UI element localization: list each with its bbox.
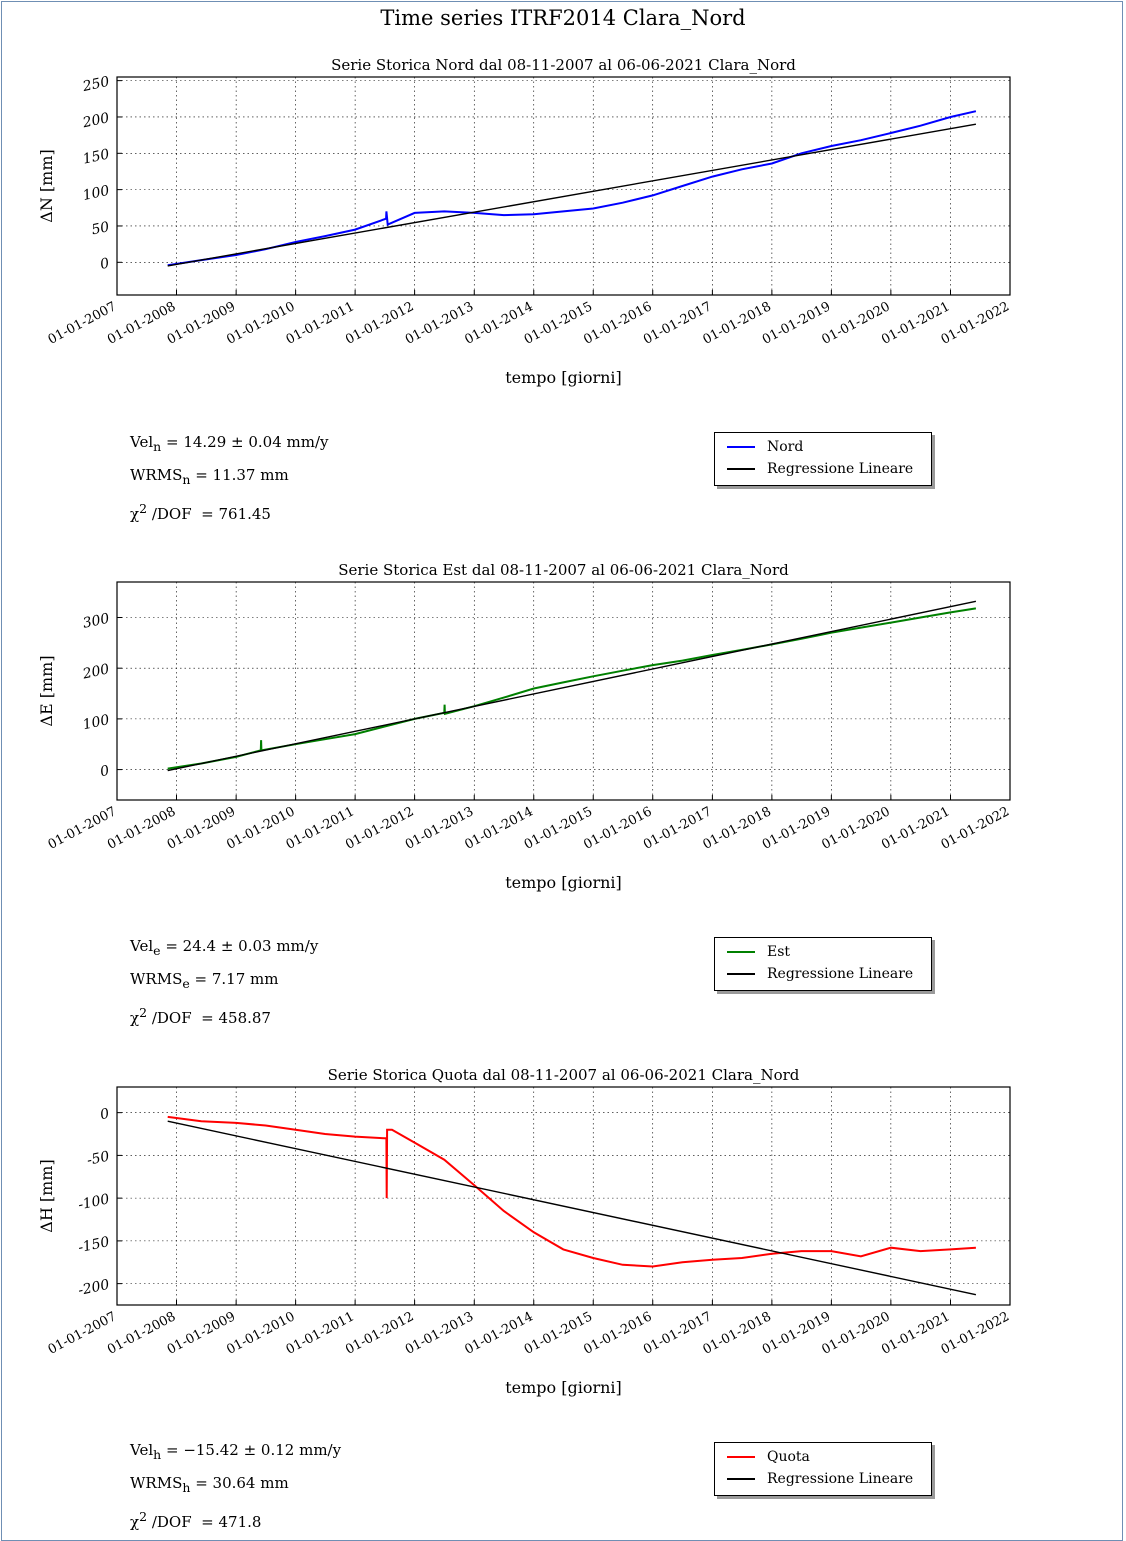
stats-nord: Veln = 14.29 ± 0.04 mm/y WRMSn = 11.37 m…	[130, 428, 329, 529]
legend-label: Quota	[767, 1449, 810, 1465]
legend-label: Est	[767, 944, 791, 960]
stat-vel-value: 14.29 ± 0.04 mm/y	[183, 433, 329, 451]
y-tick-label: 100	[81, 712, 111, 733]
stat-wrms: WRMSh = 30.64 mm	[130, 1469, 341, 1502]
stat-wrms-label: WRMSe =	[130, 970, 212, 991]
plot-area	[116, 581, 1011, 801]
stat-chi2-label: χ2 /DOF =	[130, 501, 219, 523]
plot-area	[116, 76, 1011, 296]
y-axis-label: ΔE [mm]	[37, 655, 56, 726]
stat-chi2: χ2 /DOF = 471.8	[130, 1502, 341, 1537]
series-line-data	[167, 1115, 976, 1268]
stat-wrms: WRMSn = 11.37 mm	[130, 461, 329, 494]
stat-vel-value: −15.42 ± 0.12 mm/y	[183, 1441, 342, 1459]
stat-chi2-label: χ2 /DOF =	[130, 1509, 219, 1531]
legend-swatch	[727, 951, 755, 953]
y-tick-label: 200	[80, 661, 111, 682]
y-tick-label: -200	[77, 1277, 111, 1299]
stat-wrms-label: WRMSh =	[130, 1474, 213, 1495]
legend-swatch	[727, 973, 755, 975]
stat-vel-label: Veln =	[130, 433, 184, 454]
y-tick-label: 0	[99, 1106, 111, 1124]
y-tick-label: 150	[81, 146, 111, 167]
stat-wrms-value: 7.17 mm	[211, 970, 279, 988]
y-tick-label: -100	[77, 1191, 111, 1213]
x-axis-label: tempo [giorni]	[505, 873, 622, 892]
y-tick-label: 250	[80, 74, 111, 95]
series-line-regression	[167, 123, 977, 267]
legend-label: Regressione Lineare	[767, 966, 914, 982]
legend-item: Regressione Lineare	[727, 964, 913, 984]
stat-chi2-value: 471.8	[218, 1513, 262, 1531]
stats-quota: Velh = −15.42 ± 0.12 mm/y WRMSh = 30.64 …	[130, 1436, 341, 1537]
x-axis-label: tempo [giorni]	[505, 1378, 622, 1397]
chart-title: Serie Storica Nord dal 08-11-2007 al 06-…	[331, 56, 796, 74]
y-tick-label: -150	[77, 1234, 111, 1256]
y-tick-label: 300	[81, 611, 111, 632]
stat-vel: Veln = 14.29 ± 0.04 mm/y	[130, 428, 329, 461]
series-line-regression	[167, 600, 977, 772]
stat-chi2-value: 761.45	[218, 505, 271, 523]
plot-area	[116, 1086, 1011, 1306]
stat-wrms-label: WRMSn =	[130, 466, 213, 487]
stat-vel: Vele = 24.4 ± 0.03 mm/y	[130, 932, 318, 965]
stat-chi2: χ2 /DOF = 458.87	[130, 998, 318, 1033]
series-line-data	[167, 110, 977, 267]
legend-label: Nord	[767, 439, 804, 455]
y-tick-label: 200	[80, 110, 111, 131]
y-tick-label: 0	[99, 255, 111, 273]
x-axis-label: tempo [giorni]	[505, 368, 622, 387]
chart-nord: Serie Storica Nord dal 08-11-2007 al 06-…	[37, 56, 1012, 387]
chart-quota: Serie Storica Quota dal 08-11-2007 al 06…	[37, 1066, 1012, 1397]
stat-wrms-value: 11.37 mm	[212, 466, 289, 484]
legend-swatch	[727, 1456, 755, 1458]
legend-est: Est Regressione Lineare	[714, 937, 932, 991]
legend-quota: Quota Regressione Lineare	[714, 1442, 932, 1496]
y-tick-label: 0	[99, 763, 111, 781]
legend-item: Quota	[727, 1447, 810, 1467]
legend-swatch	[727, 468, 755, 470]
stat-vel-value: 24.4 ± 0.03 mm/y	[182, 937, 319, 955]
legend-label: Regressione Lineare	[767, 461, 914, 477]
stat-vel-label: Velh =	[130, 1441, 184, 1462]
chart-est: Serie Storica Est dal 08-11-2007 al 06-0…	[37, 561, 1012, 892]
y-axis-label: ΔH [mm]	[37, 1159, 56, 1232]
legend-swatch	[727, 446, 755, 448]
x-tick-label: 01-01-2022	[939, 299, 1012, 347]
legend-item: Nord	[727, 437, 803, 457]
page-title: Time series ITRF2014 Clara_Nord	[380, 6, 746, 30]
legend-swatch	[727, 1478, 755, 1480]
legend-item: Est	[727, 942, 790, 962]
stat-wrms: WRMSe = 7.17 mm	[130, 965, 318, 998]
chart-title: Serie Storica Est dal 08-11-2007 al 06-0…	[338, 561, 789, 579]
x-tick-label: 01-01-2022	[939, 1309, 1012, 1357]
legend-nord: Nord Regressione Lineare	[714, 432, 932, 486]
chart-title: Serie Storica Quota dal 08-11-2007 al 06…	[328, 1066, 800, 1084]
y-tick-label: 50	[90, 219, 111, 238]
series-line-regression	[167, 1120, 977, 1296]
stats-est: Vele = 24.4 ± 0.03 mm/y WRMSe = 7.17 mm …	[130, 932, 318, 1033]
stat-chi2-value: 458.87	[218, 1009, 271, 1027]
legend-item: Regressione Lineare	[727, 1469, 913, 1489]
stat-chi2: χ2 /DOF = 761.45	[130, 494, 329, 529]
stat-wrms-value: 30.64 mm	[212, 1474, 289, 1492]
legend-item: Regressione Lineare	[727, 459, 913, 479]
stat-vel-label: Vele =	[130, 937, 183, 958]
stat-vel: Velh = −15.42 ± 0.12 mm/y	[130, 1436, 341, 1469]
stat-chi2-label: χ2 /DOF =	[130, 1005, 219, 1027]
y-axis-label: ΔN [mm]	[37, 149, 56, 222]
legend-label: Regressione Lineare	[767, 1471, 914, 1487]
y-tick-label: -50	[85, 1149, 110, 1169]
x-tick-label: 01-01-2022	[939, 804, 1012, 852]
y-tick-label: 100	[81, 183, 111, 204]
